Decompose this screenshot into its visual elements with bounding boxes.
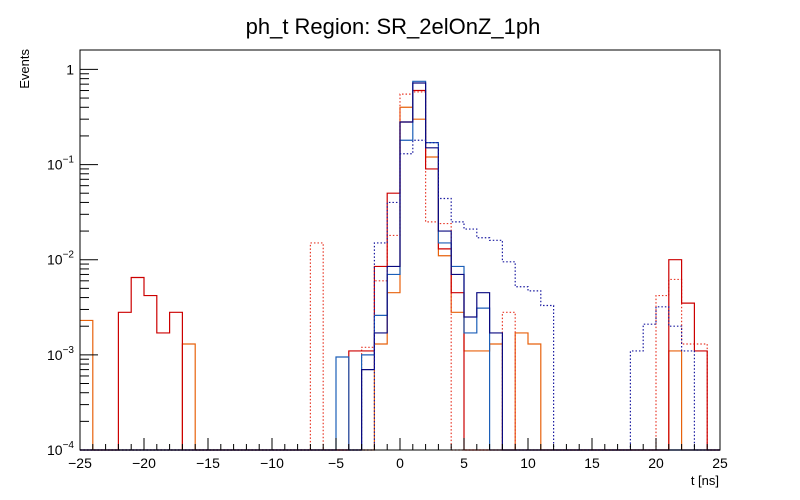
chart-title: ph_t Region: SR_2elOnZ_1ph — [246, 14, 541, 39]
y-tick-label: 10−1 — [47, 155, 74, 173]
y-axis-label: Events — [17, 49, 32, 89]
axis-layer — [79, 68, 721, 451]
x-tick-label: 5 — [460, 455, 468, 471]
x-tick-label: 15 — [584, 455, 600, 471]
x-tick-label: −25 — [68, 455, 92, 471]
x-axis-label: t [ns] — [691, 473, 719, 488]
tick-label-layer: −25 −20 −15 −10 −5 0 5 10 15 20 25 10−4 10−3 10−2 10−1… — [47, 61, 728, 471]
plot-frame — [79, 49, 721, 451]
x-tick-label: −5 — [328, 455, 344, 471]
y-tick-label: 10−4 — [47, 440, 74, 458]
x-tick-label: −20 — [132, 455, 156, 471]
x-tick-label: 10 — [520, 455, 536, 471]
x-tick-label: 20 — [648, 455, 664, 471]
y-tick-label: 10−3 — [47, 345, 74, 363]
y-tick-label: 10−2 — [47, 250, 74, 268]
y-tick-label: 1 — [66, 61, 74, 77]
x-tick-label: −10 — [260, 455, 284, 471]
x-tick-label: −15 — [196, 455, 220, 471]
x-tick-label: 25 — [712, 455, 728, 471]
x-tick-label: 0 — [396, 455, 404, 471]
